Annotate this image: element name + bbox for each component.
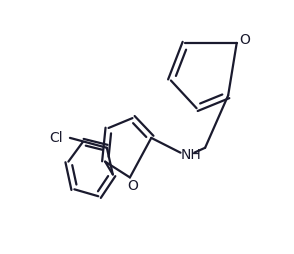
Text: NH: NH bbox=[181, 148, 201, 162]
Text: O: O bbox=[127, 179, 138, 193]
Text: O: O bbox=[239, 34, 250, 47]
Text: Cl: Cl bbox=[49, 131, 62, 145]
